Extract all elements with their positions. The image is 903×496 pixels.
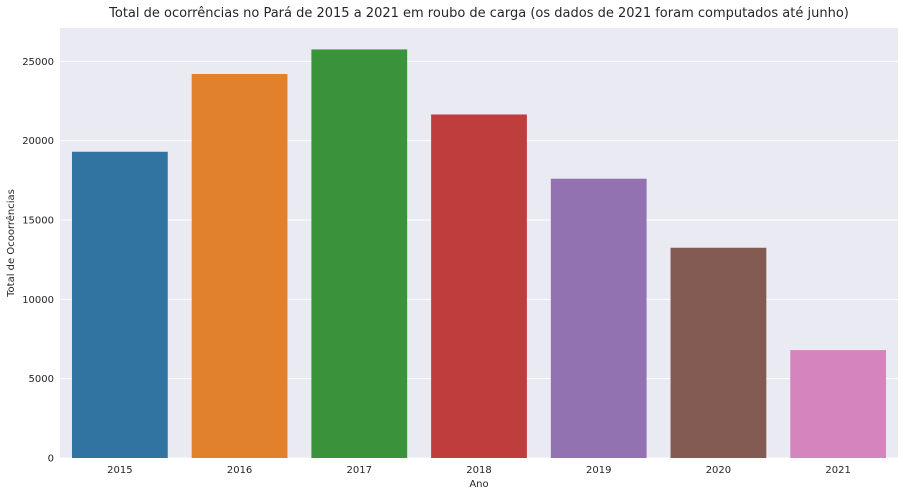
- bars: [71, 49, 887, 459]
- x-tick-label: 2020: [706, 465, 731, 476]
- bar-2021: [790, 350, 887, 458]
- bar-2017: [311, 49, 408, 459]
- y-tick-label: 20000: [22, 136, 54, 147]
- bar-2015: [71, 151, 168, 458]
- bar-2016: [191, 74, 288, 458]
- y-tick-label: 15000: [22, 215, 54, 226]
- y-axis-ticks: 0 5000 10000 15000 20000 25000: [22, 57, 54, 465]
- x-tick-label: 2019: [586, 465, 611, 476]
- y-tick-label: 0: [48, 454, 54, 465]
- y-tick-label: 25000: [22, 57, 54, 68]
- bar-2018: [431, 114, 527, 458]
- bar-2019: [550, 178, 647, 458]
- x-tick-label: 2016: [227, 465, 252, 476]
- bar-2020: [670, 247, 767, 458]
- x-axis-ticks: 2015 2016 2017 2018 2019 2020 2021: [107, 465, 851, 476]
- x-tick-label: 2017: [347, 465, 372, 476]
- x-axis-label: Ano: [469, 479, 488, 490]
- chart-title: Total de ocorrências no Pará de 2015 a 2…: [108, 6, 849, 21]
- x-tick-label: 2015: [107, 465, 132, 476]
- y-tick-label: 5000: [29, 374, 54, 385]
- x-tick-label: 2018: [466, 465, 491, 476]
- x-tick-label: 2021: [825, 465, 850, 476]
- y-tick-label: 10000: [22, 295, 54, 306]
- y-axis-label: Total de Ocoorrências: [5, 189, 17, 298]
